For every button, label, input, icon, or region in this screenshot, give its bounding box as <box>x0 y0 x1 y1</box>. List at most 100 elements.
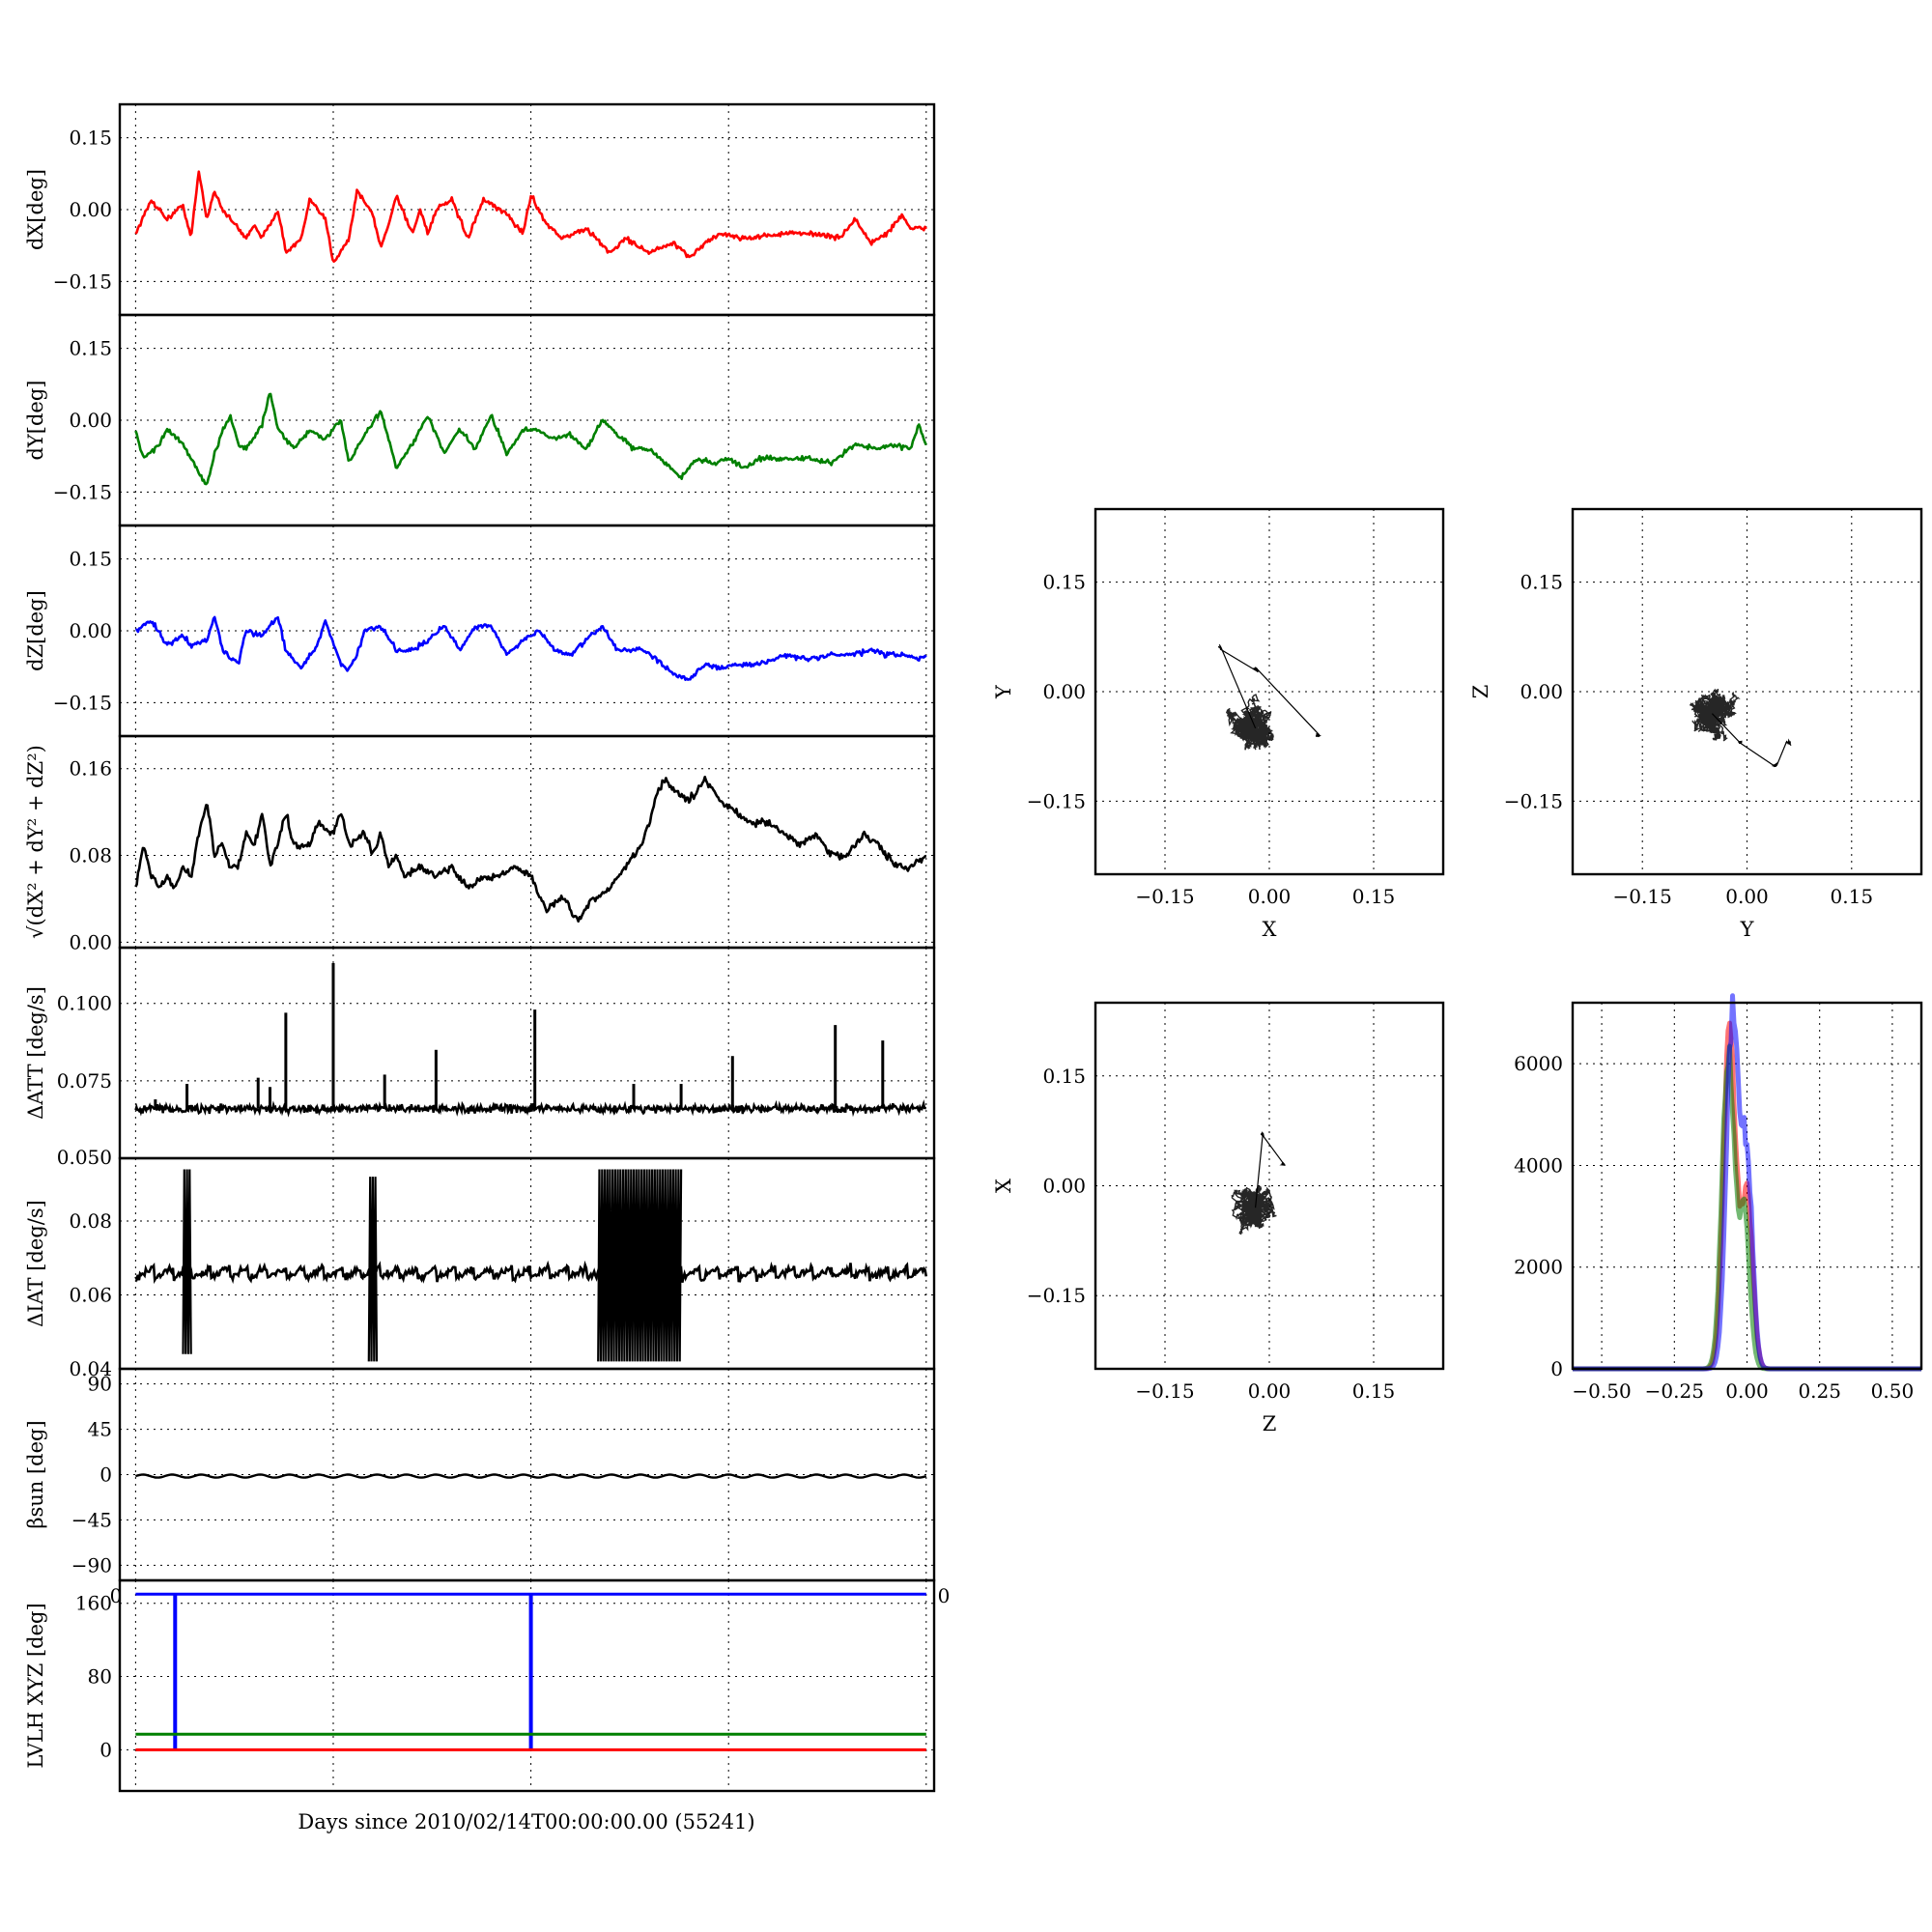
hist-series-1 <box>1572 1043 1922 1372</box>
hist-xtick-label: 0.00 <box>1725 1379 1769 1403</box>
panel-zx: −0.15 −0.15 0.00 0.00 0.15 0.15 Z X <box>992 1001 1445 1435</box>
lvlh-data <box>135 1592 926 1751</box>
yz-excursion <box>1711 713 1792 768</box>
diat-ytick-label: 0.08 <box>69 1209 112 1233</box>
x-axis-label: Days since 2010/02/14T00:00:00.00 (55241… <box>298 1810 754 1833</box>
mag-ytick-label: 0.00 <box>69 930 112 953</box>
beta-ylabel: βsun [deg] <box>24 1420 47 1528</box>
lvlh-ylabel: LVLH XYZ [deg] <box>24 1603 47 1768</box>
dx-ytick-label: −0.15 <box>53 270 112 293</box>
zx-excursion <box>1255 1131 1286 1208</box>
beta-ytick-label: 90 <box>88 1373 112 1396</box>
yz-xtick-label: −0.15 <box>1613 885 1672 908</box>
xy-xlabel: X <box>1263 918 1277 941</box>
strip-diat: 0.08 0.06 0.04 ΔIAT [deg/s] <box>24 1156 936 1380</box>
zx-xtick-label: −0.15 <box>1135 1379 1194 1403</box>
diat-data <box>134 1169 928 1362</box>
mag-ylabel: √(dX² + dY² + dZ²) <box>24 745 47 939</box>
lvlh-ytick-label: 80 <box>88 1665 112 1689</box>
hist-xtick-label: −0.25 <box>1645 1379 1704 1403</box>
zx-ytick-label: −0.15 <box>1027 1284 1086 1307</box>
strip-dz: 0.15 0.00 −0.15 dZ[deg] <box>24 524 936 738</box>
dz-ylabel: dZ[deg] <box>24 590 47 671</box>
diat-burst <box>597 1169 683 1362</box>
yz-frame <box>1571 507 1923 876</box>
hist-xtick-label: 0.25 <box>1798 1379 1841 1403</box>
zx-xlabel: Z <box>1263 1412 1277 1435</box>
hist-ytick-label: 4000 <box>1514 1153 1563 1177</box>
stray-tick-overlap: 0.050 <box>57 1146 112 1169</box>
diat-ytick-label: 0.06 <box>69 1284 112 1307</box>
mag-series-line <box>134 775 927 923</box>
strip-dy: 0.15 0.00 −0.15 dY[deg] <box>24 313 936 527</box>
diat-burst <box>367 1177 379 1362</box>
dy-ytick-label: 0.15 <box>69 337 112 360</box>
dx-ytick-label: 0.00 <box>69 198 112 221</box>
strip-mag: 0.16 0.08 0.00 √(dX² + dY² + dZ²) <box>24 734 936 953</box>
beta-ytick-label: 45 <box>88 1418 112 1441</box>
dy-ytick-label: −0.15 <box>53 480 112 503</box>
dx-ytick-label: 0.15 <box>69 127 112 150</box>
yz-xtick-label: 0.15 <box>1831 885 1874 908</box>
datt-ytick-label: 0.100 <box>57 992 112 1015</box>
yz-ylabel: Z <box>1469 685 1492 699</box>
strip-dx: 0.15 0.00 −0.15 dX[deg] <box>24 102 936 317</box>
yz-ytick-label: −0.15 <box>1504 789 1563 812</box>
lvlh-ytick-label: 0 <box>99 1738 112 1761</box>
panel-hist: −0.50 −0.25 0.00 0.25 0.50 6000 4000 2000 0 <box>1514 993 1923 1403</box>
datt-data <box>134 963 926 1118</box>
xy-xtick-label: 0.15 <box>1352 885 1396 908</box>
diat-series-line <box>134 1260 928 1285</box>
strip-datt: 0.100 0.075 ΔATT [deg/s] <box>24 946 936 1160</box>
dy-ylabel: dY[deg] <box>24 380 47 460</box>
strip-beta: 90 45 0 −45 −90 βsun [deg] <box>24 1367 936 1582</box>
dx-ylabel: dX[deg] <box>24 169 47 250</box>
mag-frame <box>118 734 936 950</box>
yz-xlabel: Y <box>1740 918 1755 941</box>
datt-series-line <box>134 1099 926 1118</box>
diat-ylabel: ΔIAT [deg/s] <box>24 1200 47 1327</box>
hist-series-0 <box>1572 1020 1922 1372</box>
hist-xtick-label: −0.50 <box>1572 1379 1631 1403</box>
diat-frame <box>118 1156 936 1371</box>
dy-ytick-label: 0.00 <box>69 409 112 432</box>
yz-xtick-label: 0.00 <box>1725 885 1769 908</box>
dz-ytick-label: 0.15 <box>69 548 112 571</box>
beta-series-line <box>135 1473 927 1479</box>
yz-ytick-label: 0.15 <box>1520 571 1563 594</box>
hist-ytick-label: 0 <box>1550 1357 1563 1380</box>
mag-ytick-label: 0.16 <box>69 757 112 781</box>
yz-trajectory <box>1689 688 1741 742</box>
hist-ytick-label: 2000 <box>1514 1256 1563 1279</box>
beta-ytick-label: −90 <box>71 1553 112 1577</box>
xy-xtick-label: 0.00 <box>1248 885 1292 908</box>
xy-frame <box>1094 507 1445 876</box>
xy-ytick-label: 0.15 <box>1042 571 1086 594</box>
mag-data <box>134 775 927 923</box>
panel-xy: −0.15 −0.15 0.00 0.00 0.15 0.15 X Y <box>992 507 1445 941</box>
lvlh-frame <box>118 1578 936 1793</box>
dx-data <box>134 170 927 264</box>
panel-yz: −0.15 −0.15 0.00 0.00 0.15 0.15 Y Z <box>1469 507 1923 941</box>
xy-ytick-label: 0.00 <box>1042 680 1086 703</box>
hist-xtick-label: 0.50 <box>1871 1379 1915 1403</box>
dx-series-line <box>134 170 927 264</box>
diat-ytick-label: 0.04 <box>69 1357 112 1380</box>
zx-frame <box>1094 1001 1445 1371</box>
zx-xtick-label: 0.00 <box>1248 1379 1292 1403</box>
dz-series-line <box>134 615 927 682</box>
mag-ytick-label: 0.08 <box>69 844 112 867</box>
beta-ytick-label: −45 <box>71 1508 112 1531</box>
dy-data <box>134 392 927 486</box>
zx-ytick-label: 0.00 <box>1042 1175 1086 1198</box>
beta-ytick-label: 0 <box>99 1463 112 1487</box>
dy-series-line <box>134 392 927 486</box>
xy-ylabel: Y <box>992 684 1015 699</box>
hist-frame <box>1571 1001 1923 1371</box>
zx-trajectory <box>1231 1185 1277 1236</box>
datt-ylabel: ΔATT [deg/s] <box>24 986 47 1120</box>
diat-burst <box>182 1169 192 1354</box>
xy-trajectory <box>1225 694 1274 751</box>
dz-data <box>134 615 927 682</box>
